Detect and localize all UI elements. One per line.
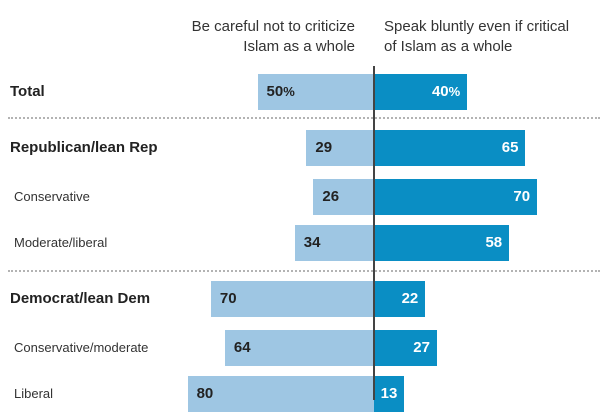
bar-left-conservative-moderate — [224, 330, 374, 366]
value-right-democrat-lean-dem: 22 — [401, 290, 419, 307]
percent-sign-right: % — [448, 84, 461, 99]
bar-left-moderate-liberal — [294, 225, 374, 261]
bar-left-total — [257, 74, 374, 110]
bar-right-conservative — [374, 179, 538, 215]
header-right: Speak bluntly even if critical of Islam … — [384, 17, 569, 57]
row-label-liberal: Liberal — [14, 386, 54, 401]
row-label-republican-lean-rep: Republican/lean Rep — [10, 139, 158, 156]
bar-right-republican-lean-rep — [374, 130, 526, 166]
header-right-line-1: Speak bluntly even if critical — [384, 18, 570, 35]
value-right-moderate-liberal: 58 — [485, 234, 503, 251]
bar-right-moderate-liberal — [374, 225, 510, 261]
percent-sign-left: % — [283, 84, 295, 99]
value-right-liberal: 13 — [380, 385, 398, 402]
value-right-conservative: 70 — [513, 188, 531, 205]
bar-left-liberal — [187, 376, 374, 412]
value-left-conservative-moderate: 64 — [233, 339, 251, 356]
header-left: Be careful not to criticize Islam as a w… — [192, 17, 355, 57]
bar-right-conservative-moderate — [374, 330, 437, 366]
row-label-democrat-lean-dem: Democrat/lean Dem — [10, 290, 151, 307]
bar-right-total — [374, 74, 468, 110]
value-right-republican-lean-rep: 65 — [501, 139, 519, 156]
center-axis — [373, 66, 375, 400]
group-divider-democrat — [8, 270, 600, 272]
header-right-line-2: of Islam as a whole — [384, 38, 513, 55]
value-left-republican-lean-rep: 29 — [315, 139, 333, 156]
bar-left-republican-lean-rep — [306, 130, 374, 166]
group-divider-republican — [8, 117, 600, 119]
value-left-conservative: 26 — [322, 188, 340, 205]
value-right-total: 40% — [431, 83, 461, 100]
value-left-moderate-liberal: 34 — [303, 234, 321, 251]
header-left-line-1: Be careful not to criticize — [191, 18, 355, 35]
bar-left-democrat-lean-dem — [210, 281, 374, 317]
row-label-conservative: Conservative — [14, 189, 90, 204]
bar-left-conservative — [313, 179, 374, 215]
value-right-conservative-moderate: 27 — [413, 339, 430, 356]
value-left-total: 50% — [266, 83, 295, 100]
bar-right-democrat-lean-dem — [374, 281, 426, 317]
row-label-moderate-liberal: Moderate/liberal — [14, 235, 108, 250]
diverging-bar-chart: Be careful not to criticize Islam as a w… — [8, 17, 600, 412]
value-left-liberal: 80 — [196, 385, 214, 402]
header-left-line-2: Islam as a whole — [243, 38, 355, 55]
row-label-total: Total — [10, 83, 45, 100]
value-left-democrat-lean-dem: 70 — [219, 290, 237, 307]
row-label-conservative-moderate: Conservative/moderate — [14, 340, 149, 355]
